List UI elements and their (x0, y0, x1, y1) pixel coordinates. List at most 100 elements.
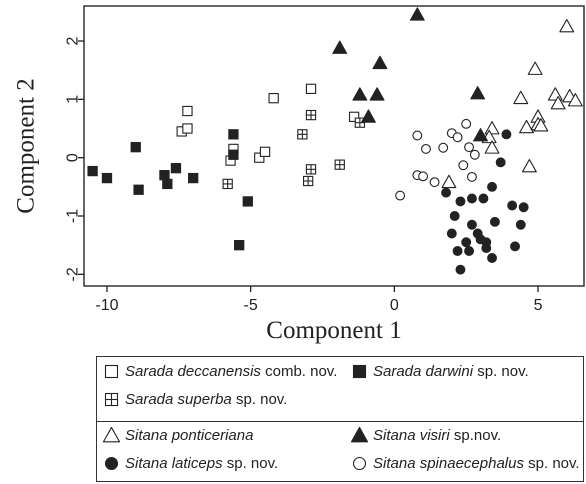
point-ponticeriana (567, 93, 583, 107)
legend-marker-square-cross-icon (104, 392, 119, 407)
point-laticeps (441, 187, 452, 198)
point-spinaecephalus (412, 130, 423, 141)
point-spinaecephalus (395, 190, 406, 201)
point-laticeps (466, 193, 477, 204)
point-darwini (234, 240, 245, 251)
point-laticeps (455, 196, 466, 207)
point-visiri (369, 87, 385, 101)
legend-marker-triangle-open-icon (103, 427, 120, 443)
point-spinaecephalus (458, 160, 469, 171)
x-axis: -10 -5 0 5 (95, 286, 543, 314)
point-visiri (470, 86, 486, 100)
point-superba (305, 109, 317, 121)
point-visiri (332, 40, 348, 54)
legend-item-visiri: Sitana visiri sp.nov. (351, 427, 505, 444)
series-deccanensis (176, 83, 360, 166)
data-points (87, 7, 583, 275)
point-darwini (188, 172, 199, 184)
legend-glyph (104, 456, 119, 471)
point-ponticeriana (441, 174, 457, 189)
legend-marker-square-filled-icon (352, 364, 367, 379)
legend-glyph (351, 427, 368, 443)
legend-suffix: sp. nov. (477, 363, 529, 380)
point-visiri (352, 87, 368, 101)
point-superba (297, 129, 308, 140)
series-visiri (332, 7, 489, 142)
point-darwini (130, 142, 141, 153)
point-darwini (133, 184, 144, 195)
point-laticeps (455, 264, 466, 275)
point-darwini (242, 196, 253, 207)
point-laticeps (495, 157, 506, 168)
point-ponticeriana (527, 61, 543, 75)
point-laticeps (446, 228, 457, 239)
point-deccanensis (182, 123, 193, 134)
point-deccanensis (254, 152, 265, 163)
y-tick-label: -2 (65, 267, 82, 281)
point-ponticeriana (484, 140, 500, 154)
point-spinaecephalus (461, 118, 472, 129)
legend-species: deccanensis (177, 363, 261, 380)
point-laticeps (452, 246, 463, 256)
legend-glyph (352, 364, 367, 379)
point-darwini (101, 172, 113, 184)
point-superba (305, 164, 317, 175)
x-tick-label: 0 (390, 297, 399, 314)
y-axis: -2 -1 0 1 2 (65, 36, 84, 281)
x-tick-label: -10 (95, 297, 118, 314)
point-visiri (361, 109, 376, 123)
point-laticeps (515, 219, 526, 230)
legend-item-ponticeriana: Sitana ponticeriana (103, 427, 258, 444)
point-deccanensis (348, 111, 360, 122)
point-deccanensis (259, 146, 271, 157)
series-superba (222, 109, 366, 190)
point-laticeps (510, 241, 520, 252)
point-darwini (228, 129, 239, 140)
point-darwini (228, 149, 239, 160)
legend-suffix: sp. nov. (528, 455, 580, 472)
point-ponticeriana (547, 87, 563, 101)
point-visiri (473, 128, 489, 142)
point-laticeps (487, 181, 497, 192)
point-laticeps (449, 211, 460, 221)
point-superba (334, 159, 345, 170)
point-darwini (162, 178, 173, 190)
point-ponticeriana (550, 95, 566, 110)
point-superba (222, 178, 233, 190)
legend-marker-circle-filled-icon (104, 456, 119, 471)
point-spinaecephalus (438, 142, 449, 153)
x-tick-label: -5 (244, 297, 258, 314)
legend-genus: Sitana (373, 455, 416, 472)
legend-marker-square-open-icon (104, 364, 119, 379)
point-deccanensis (182, 105, 193, 117)
legend-marker-triangle-filled-icon (351, 427, 368, 443)
legend-species: spinaecephalus (419, 455, 524, 472)
legend-genus: Sarada (125, 363, 174, 380)
point-ponticeriana (559, 18, 575, 33)
legend-species: visiri (419, 427, 450, 444)
legend-species: darwini (425, 363, 474, 380)
legend-genus: Sitana (125, 427, 168, 444)
legend: Sarada deccanensis comb. nov. Sarada dar… (96, 356, 584, 482)
legend-item-deccanensis: Sarada deccanensis comb. nov. (103, 363, 342, 380)
legend-genus: Sitana (373, 427, 416, 444)
legend-suffix: sp. nov. (235, 391, 288, 408)
legend-item-spinaecephalus: Sitana spinaecephalus sp. nov. (351, 455, 584, 472)
point-laticeps (461, 237, 472, 248)
point-ponticeriana (484, 121, 500, 135)
point-visiri (409, 7, 425, 21)
legend-genus: Sarada (125, 391, 174, 408)
y-axis-title: Component 2 (13, 78, 40, 213)
legend-glyph (103, 427, 120, 443)
legend-group-sitana: Sitana ponticeriana Sitana visiri sp.nov… (97, 421, 583, 481)
point-deccanensis (305, 83, 317, 94)
point-spinaecephalus (469, 149, 480, 160)
legend-marker-circle-open-icon (352, 456, 367, 471)
legend-item-darwini: Sarada darwini sp. nov. (351, 363, 533, 380)
legend-glyph (104, 364, 119, 379)
point-spinaecephalus (418, 171, 429, 182)
legend-suffix: comb. nov. (265, 363, 338, 380)
point-laticeps (478, 193, 489, 204)
point-visiri (372, 55, 388, 70)
